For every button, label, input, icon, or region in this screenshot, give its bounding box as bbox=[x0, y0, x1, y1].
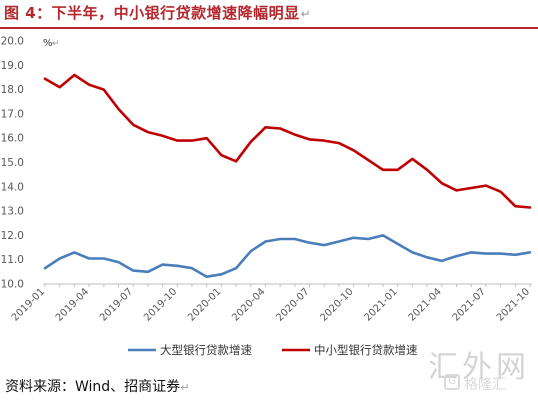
line-chart: 10.0 11.0 12.0 13.0 14.0 15.0 16.0 17.0 18.0 19.0… bbox=[1, 36, 533, 358]
chart-title-text: 图 4：下半年，中小银行贷款增速降幅明显 bbox=[4, 4, 300, 22]
y-tick-label: 19.0 bbox=[1, 60, 24, 72]
x-tick-label: 2019-01 bbox=[10, 286, 47, 323]
x-tick-label: 2020-01 bbox=[186, 286, 223, 323]
legend: 大型银行贷款增速 中小型银行贷款增速 bbox=[128, 343, 418, 357]
y-tick-label: 12.0 bbox=[1, 230, 24, 242]
x-tick-label: 2021-07 bbox=[451, 286, 488, 323]
x-axis: 2019-01 2019-04 2019-07 2019-10 2020-01 2020-… bbox=[10, 283, 532, 324]
series-line-small-medium-banks bbox=[43, 73, 532, 209]
source-return-mark-icon: ↵ bbox=[180, 381, 190, 394]
chart-title: 图 4：下半年，中小银行贷款增速降幅明显↵ bbox=[4, 2, 311, 23]
watermark-sub: 格隆汇 bbox=[464, 377, 506, 393]
source-note: 资料来源：Wind、招商证券↵ bbox=[5, 376, 189, 396]
x-tick-label: 2020-10 bbox=[318, 286, 355, 323]
y-tick-label: 15.0 bbox=[1, 157, 24, 169]
x-tick-label: 2020-07 bbox=[274, 286, 311, 323]
y-axis: 10.0 11.0 12.0 13.0 14.0 15.0 16.0 17.0 18.0 19.0… bbox=[1, 36, 60, 291]
y-tick-label: 10.0 bbox=[1, 279, 24, 291]
x-tick-label: 2019-04 bbox=[54, 286, 91, 323]
y-tick-label: 14.0 bbox=[1, 181, 24, 193]
y-tick-label: 16.0 bbox=[1, 133, 24, 145]
x-tick-label: 2019-10 bbox=[142, 286, 179, 323]
series-layer bbox=[43, 73, 532, 278]
x-tick-label: 2021-01 bbox=[363, 286, 400, 323]
series-line-large-banks bbox=[43, 234, 532, 278]
legend-label: 中小型银行贷款增速 bbox=[314, 343, 418, 357]
watermark-logo-icon: G bbox=[444, 374, 460, 390]
y-tick-label: 17.0 bbox=[1, 108, 24, 120]
unit-return-mark-icon: ↵ bbox=[52, 39, 60, 49]
return-mark-icon: ↵ bbox=[300, 7, 312, 21]
legend-label: 大型银行贷款增速 bbox=[160, 343, 252, 357]
x-tick-label: 2019-07 bbox=[98, 286, 135, 323]
title-divider bbox=[0, 27, 538, 29]
y-unit-label: % bbox=[43, 38, 53, 49]
y-tick-label: 20.0 bbox=[1, 36, 24, 48]
x-tick-label: 2020-04 bbox=[230, 286, 267, 323]
y-tick-label: 11.0 bbox=[1, 254, 24, 266]
y-tick-label: 18.0 bbox=[1, 84, 24, 96]
y-tick-label: 13.0 bbox=[1, 206, 24, 218]
source-text: 资料来源：Wind、招商证券 bbox=[5, 379, 181, 395]
x-tick-label: 2021-10 bbox=[495, 286, 532, 323]
x-tick-label: 2021-04 bbox=[407, 286, 444, 323]
